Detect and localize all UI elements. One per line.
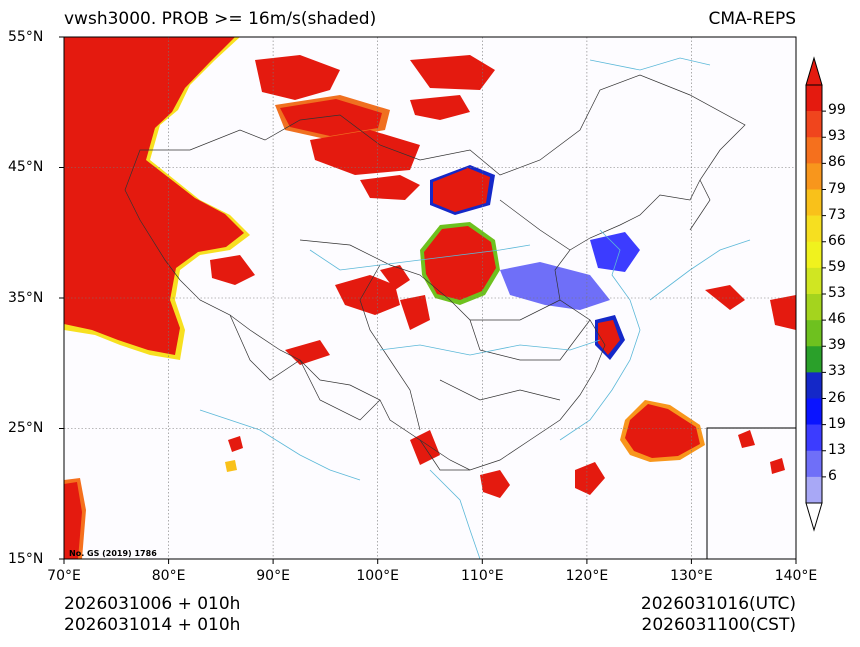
valid-time-utc: 2026031016(UTC) xyxy=(640,594,796,614)
colorbar-label: 73 xyxy=(828,206,846,223)
colorbar-segment xyxy=(806,346,822,373)
colorbar-label: 33 xyxy=(828,363,846,380)
colorbar-segment xyxy=(806,189,822,216)
colorbar-label: 59 xyxy=(828,258,846,275)
lon-label-130: 130°E xyxy=(670,568,713,584)
lat-label-35: 35°N xyxy=(8,290,44,306)
axis-ticks xyxy=(59,36,797,564)
lon-label-80: 80°E xyxy=(151,568,186,584)
colorbar-label: 26 xyxy=(828,389,846,406)
country-boundaries xyxy=(124,74,746,471)
valid-time-cst: 2026031100(CST) xyxy=(641,615,796,635)
colorbar-segment xyxy=(806,450,822,478)
colorbar-segment xyxy=(806,215,822,243)
colorbar-segment xyxy=(806,476,822,504)
lat-label-15: 15°N xyxy=(8,551,44,567)
colorbar-label: 39 xyxy=(828,337,846,354)
colorbar-label: 53 xyxy=(828,285,846,301)
colorbar-segment xyxy=(806,267,822,295)
lon-label-100: 100°E xyxy=(356,568,399,584)
colorbar-segment xyxy=(806,424,822,452)
colorbar-bottom-arrow xyxy=(805,502,823,532)
colorbar-segment xyxy=(806,398,822,425)
colorbar-segment xyxy=(806,137,822,164)
lon-label-70: 70°E xyxy=(47,568,81,584)
colorbar-segment xyxy=(806,320,822,347)
grid-lines xyxy=(64,37,796,559)
lon-label-90: 90°E xyxy=(256,568,290,584)
colorbar xyxy=(805,56,826,532)
model-name: CMA-REPS xyxy=(708,9,796,29)
lat-label-55: 55°N xyxy=(8,29,44,45)
colorbar-label: 6 xyxy=(828,467,837,484)
inset-box xyxy=(706,427,796,559)
colorbar-top-arrow xyxy=(805,56,823,86)
lat-label-25: 25°N xyxy=(8,420,44,436)
map-title: vwsh3000. PROB >= 16m/s(shaded) xyxy=(64,9,377,29)
lon-label-110: 110°E xyxy=(461,568,504,584)
colorbar-label: 66 xyxy=(828,232,846,249)
colorbar-label: 13 xyxy=(828,441,846,458)
colorbar-label: 99 xyxy=(828,102,846,119)
colorbar-label: 86 xyxy=(828,154,846,171)
colorbar-label: 93 xyxy=(828,128,846,145)
lon-label-120: 120°E xyxy=(565,568,609,584)
colorbar-label: 19 xyxy=(828,415,846,432)
rivers-coastlines xyxy=(199,57,751,559)
lat-label-45: 45°N xyxy=(8,159,44,175)
colorbar-segment xyxy=(806,85,822,112)
init-time-cst: 2026031014 + 010h xyxy=(64,615,241,635)
colorbar-segment xyxy=(806,111,822,138)
colorbar-label: 46 xyxy=(828,311,846,328)
colorbar-segment xyxy=(806,372,822,399)
probability-shading xyxy=(64,37,796,559)
colorbar-label: 79 xyxy=(828,180,846,197)
colorbar-segment xyxy=(806,294,822,321)
lon-label-140: 140°E xyxy=(774,568,818,584)
init-time-utc: 2026031006 + 010h xyxy=(64,594,241,614)
colorbar-segment xyxy=(806,241,822,269)
colorbar-segment xyxy=(806,163,822,190)
map-review-number: No. GS (2019) 1786 xyxy=(69,549,157,558)
